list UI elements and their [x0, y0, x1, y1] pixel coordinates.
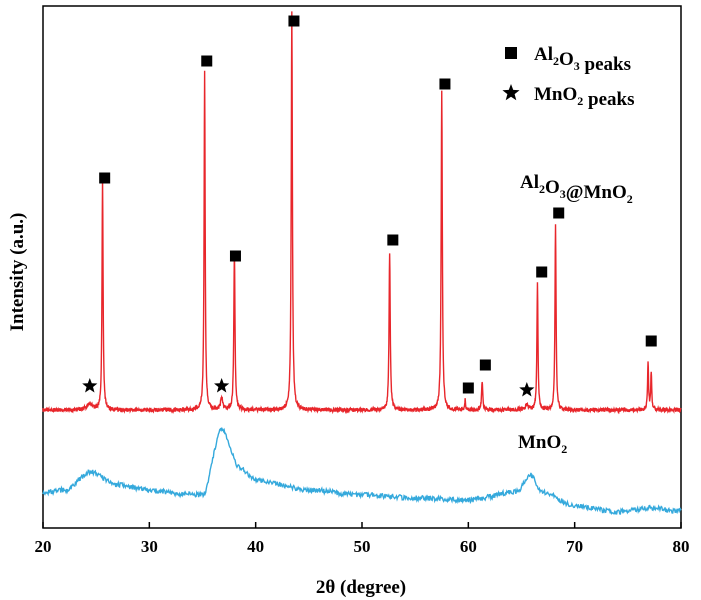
al2o3-peak-marker — [439, 78, 451, 90]
al2o3-peak-marker — [387, 234, 399, 246]
x-tick-label: 40 — [247, 537, 264, 556]
al2o3-peak-marker — [201, 55, 213, 67]
y-axis-title: Intensity (a.u.) — [7, 213, 28, 332]
x-tick-label: 70 — [566, 537, 583, 556]
x-tick-label: 80 — [673, 537, 690, 556]
al2o3-peak-marker — [462, 382, 474, 394]
al2o3-peak-marker — [479, 359, 491, 371]
series-line-al2o3-mno2 — [42, 11, 682, 415]
marker-layer — [82, 15, 657, 397]
legend: Al2O3 peaks MnO2 peaks — [502, 44, 635, 110]
mno2-peak-marker — [214, 378, 230, 393]
x-tick-label: 50 — [354, 537, 371, 556]
al2o3-peak-marker — [229, 250, 241, 262]
al2o3-peak-marker — [99, 172, 111, 184]
plot-frame — [42, 5, 682, 529]
series-label-mno2: MnO2 — [518, 432, 567, 456]
mno2-peak-marker — [82, 378, 98, 393]
series-layer: Al2O3@MnO2 MnO2 — [42, 11, 682, 515]
legend-square-marker — [505, 47, 517, 59]
al2o3-peak-marker — [645, 335, 657, 347]
al2o3-peak-marker — [536, 266, 548, 278]
mno2-peak-marker — [519, 382, 535, 397]
series-label-al2o3-mno2: Al2O3@MnO2 — [520, 172, 633, 206]
plot-area-border — [42, 5, 682, 529]
legend-entry-mno2: MnO2 peaks — [534, 84, 635, 110]
x-tick-label: 30 — [141, 537, 158, 556]
al2o3-peak-marker — [553, 207, 565, 219]
x-axis-title: 2θ (degree) — [316, 577, 406, 598]
x-tick-label: 60 — [460, 537, 477, 556]
x-tick-label: 20 — [35, 537, 52, 556]
legend-star-marker — [502, 84, 520, 101]
al2o3-peak-marker — [288, 15, 300, 27]
legend-entry-al2o3: Al2O3 peaks — [534, 44, 631, 75]
series-line-mno2 — [42, 427, 682, 515]
axis-layer: 20 30 40 50 60 70 80 — [35, 522, 690, 556]
